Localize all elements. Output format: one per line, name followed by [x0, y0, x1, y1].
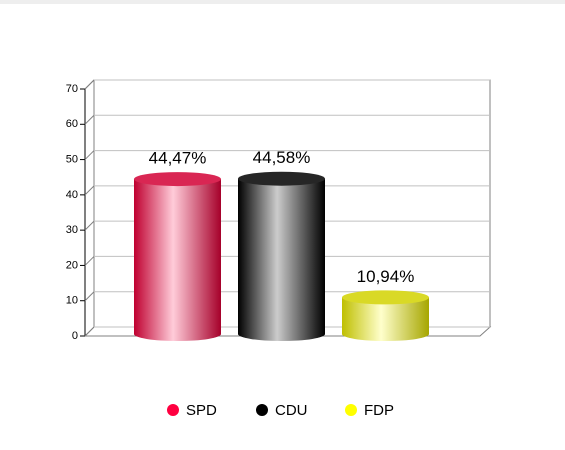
top-strip [0, 0, 565, 4]
legend-marker [256, 404, 268, 416]
y-tick-label: 40 [66, 189, 78, 201]
grid-diagonal [84, 79, 95, 90]
y-tick-label: 0 [72, 330, 78, 342]
value-label: 10,94% [357, 267, 415, 286]
grid-diagonal [84, 220, 95, 231]
y-tick-label: 10 [66, 295, 78, 307]
bar-top [238, 171, 325, 186]
y-tick-label: 50 [66, 153, 78, 165]
legend-label: FDP [364, 402, 394, 419]
value-label: 44,58% [253, 148, 311, 167]
bar [134, 179, 221, 334]
grid-diagonal [84, 185, 95, 196]
y-tick-label: 70 [66, 83, 78, 95]
y-tick-label: 20 [66, 259, 78, 271]
legend-marker [167, 404, 179, 416]
grid-diagonal [84, 326, 95, 337]
legend-label: CDU [275, 402, 308, 419]
value-label: 44,47% [149, 149, 207, 168]
grid-diagonal [84, 256, 95, 266]
y-tick-label: 60 [66, 118, 78, 130]
grid-diagonal [84, 114, 95, 125]
bar-top [342, 290, 429, 305]
grid-diagonal [84, 150, 95, 160]
legend-label: SPD [186, 402, 217, 419]
bar [238, 178, 325, 334]
bar-top [134, 172, 221, 187]
grid-diagonal [84, 291, 95, 302]
y-tick-label: 30 [66, 224, 78, 236]
legend-marker [345, 404, 357, 416]
